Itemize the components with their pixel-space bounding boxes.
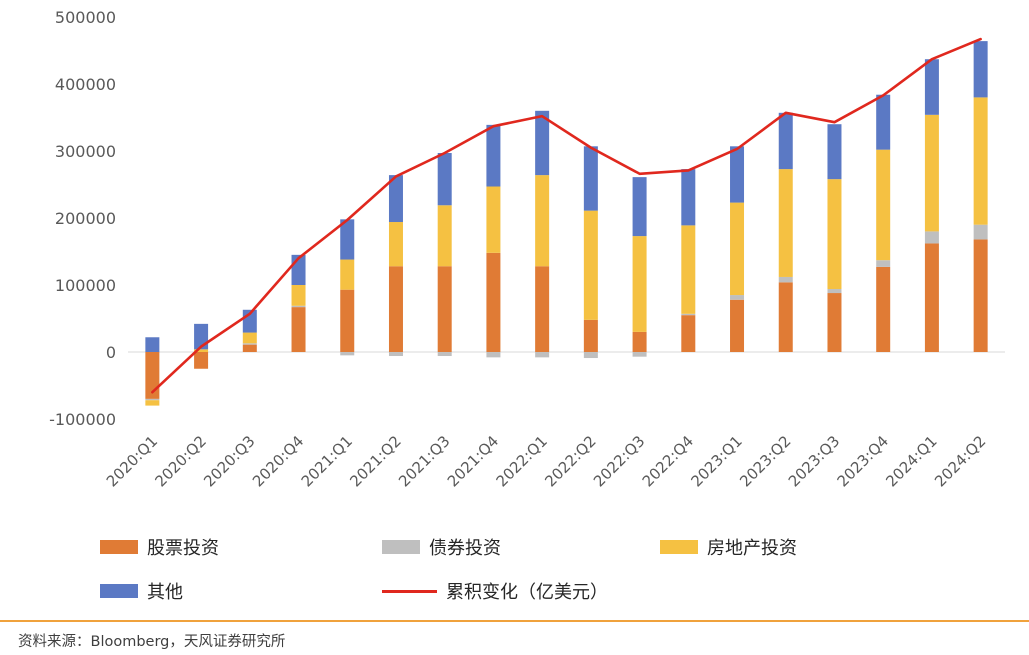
- bond-investment-swatch: [382, 540, 420, 554]
- legend-item-stock-investment: 股票投资: [100, 534, 382, 560]
- legend-label: 房地产投资: [707, 538, 797, 559]
- legend-item-realestate-investment: 房地产投资: [660, 534, 942, 560]
- realestate-investment-swatch: [660, 540, 698, 554]
- svg-text:300000: 300000: [55, 142, 116, 161]
- svg-text:2023:Q1: 2023:Q1: [687, 432, 745, 490]
- svg-text:2022:Q4: 2022:Q4: [639, 432, 697, 490]
- svg-text:2022:Q2: 2022:Q2: [541, 432, 599, 490]
- svg-text:200000: 200000: [55, 209, 116, 228]
- svg-text:2020:Q4: 2020:Q4: [249, 432, 307, 490]
- legend-item-bond-investment: 债券投资: [382, 534, 660, 560]
- svg-text:2023:Q3: 2023:Q3: [785, 432, 843, 490]
- svg-text:2021:Q4: 2021:Q4: [444, 432, 502, 490]
- source-note: 资料来源：Bloomberg，天风证券研究所: [18, 634, 286, 650]
- svg-text:400000: 400000: [55, 75, 116, 94]
- svg-text:2024:Q1: 2024:Q1: [882, 432, 940, 490]
- legend-label: 其他: [147, 582, 183, 603]
- chart-legend: 股票投资 债券投资 房地产投资 其他 累积变化（亿美元）: [100, 534, 942, 604]
- svg-text:0: 0: [106, 343, 116, 362]
- legend-item-other: 其他: [100, 578, 382, 604]
- legend-label: 股票投资: [147, 538, 219, 559]
- svg-text:2021:Q2: 2021:Q2: [346, 432, 404, 490]
- other-swatch: [100, 584, 138, 598]
- cumulative-change-line-swatch: [382, 589, 437, 593]
- svg-text:-100000: -100000: [49, 410, 116, 429]
- svg-text:100000: 100000: [55, 276, 116, 295]
- svg-text:2024:Q2: 2024:Q2: [931, 432, 989, 490]
- svg-text:2020:Q2: 2020:Q2: [152, 432, 210, 490]
- legend-item-cumulative-change: 累积变化（亿美元）: [382, 578, 660, 604]
- svg-text:2020:Q3: 2020:Q3: [200, 432, 258, 490]
- svg-text:500000: 500000: [55, 8, 116, 27]
- svg-text:2023:Q2: 2023:Q2: [736, 432, 794, 490]
- legend-label: 债券投资: [429, 538, 501, 559]
- legend-label: 累积变化（亿美元）: [446, 582, 608, 603]
- svg-text:2022:Q3: 2022:Q3: [590, 432, 648, 490]
- svg-text:2020:Q1: 2020:Q1: [103, 432, 161, 490]
- svg-text:2021:Q3: 2021:Q3: [395, 432, 453, 490]
- stacked-bar-line-chart: 500000 400000 300000 200000 100000 0 -100000 20…: [49, 8, 1005, 490]
- stock-investment-swatch: [100, 540, 138, 554]
- footer-divider: [0, 620, 1029, 622]
- svg-text:2022:Q1: 2022:Q1: [493, 432, 551, 490]
- svg-text:2023:Q4: 2023:Q4: [834, 432, 892, 490]
- svg-text:2021:Q1: 2021:Q1: [298, 432, 356, 490]
